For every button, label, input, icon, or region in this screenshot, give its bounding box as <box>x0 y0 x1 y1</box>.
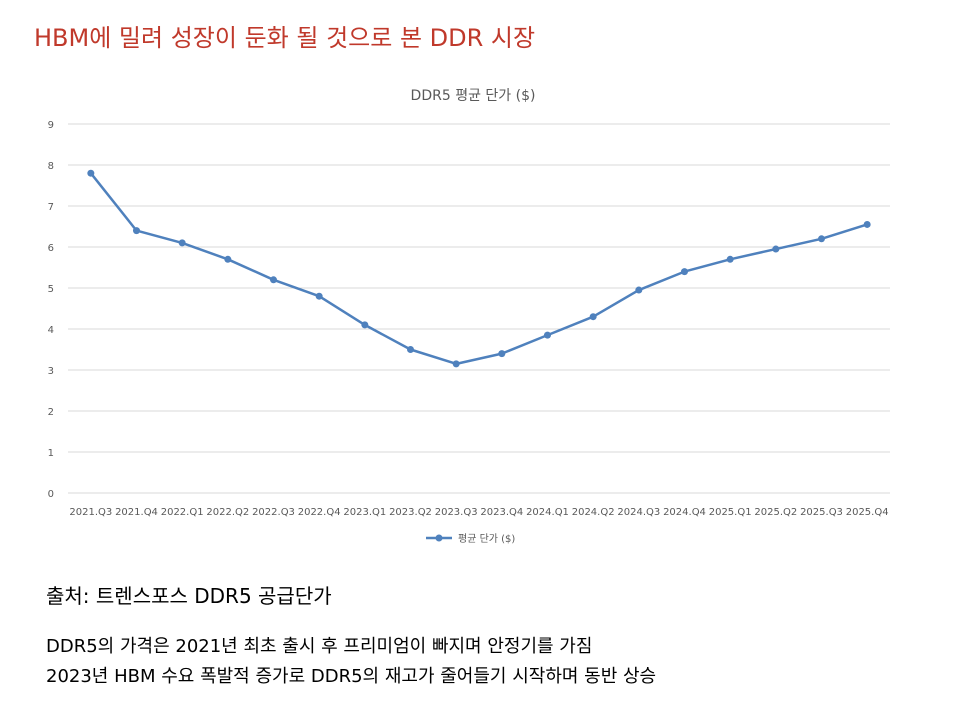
source-text: 출처: 트렌스포스 DDR5 공급단가 <box>46 584 332 608</box>
data-point <box>726 255 734 263</box>
data-point <box>224 255 232 263</box>
data-point <box>270 276 277 284</box>
legend: 평균 단가 ($) <box>426 533 515 545</box>
line-chart: DDR5 평균 단가 ($) 0 1 2 3 4 5 6 7 8 9 2021.Q3 2021.Q4… <box>0 70 960 560</box>
x-tick-label: 2023.Q4 <box>480 507 523 518</box>
series-line <box>89 172 868 366</box>
x-tick-label: 2022.Q3 <box>252 507 295 518</box>
x-tick-label: 2025.Q1 <box>709 507 752 518</box>
chart-svg: DDR5 평균 단가 ($) 0 1 2 3 4 5 6 7 8 9 2021.Q3 2021.Q4… <box>48 88 890 545</box>
x-axis-ticks: 2021.Q3 2021.Q4 2022.Q1 2022.Q2 2022.Q3 2022.… <box>69 507 888 518</box>
note-line-1: DDR5의 가격은 2021년 최초 출시 후 프리미엄이 빠지며 안정기를 가… <box>46 636 593 657</box>
data-point <box>544 331 551 339</box>
x-tick-label: 2021.Q4 <box>115 507 158 518</box>
legend-label: 평균 단가 ($) <box>458 533 515 545</box>
data-point <box>772 245 780 253</box>
y-tick-label: 1 <box>48 448 54 459</box>
data-point <box>452 360 460 368</box>
data-point <box>315 292 323 300</box>
slide-title: HBM에 밀려 성장이 둔화 될 것으로 본 DDR 시장 <box>34 24 536 52</box>
x-tick-label: 2023.Q1 <box>343 507 386 518</box>
x-tick-label: 2024.Q2 <box>572 507 615 518</box>
chart-title: DDR5 평균 단가 ($) <box>411 88 536 104</box>
y-tick-label: 7 <box>48 202 54 213</box>
data-point <box>681 268 688 276</box>
x-tick-label: 2023.Q3 <box>435 507 478 518</box>
x-tick-label: 2024.Q3 <box>617 507 660 518</box>
y-tick-label: 8 <box>48 161 54 172</box>
data-point <box>498 350 506 358</box>
data-point <box>407 346 414 353</box>
y-tick-label: 9 <box>48 120 54 131</box>
data-point <box>635 286 643 294</box>
data-point <box>178 239 186 247</box>
x-tick-label: 2024.Q4 <box>663 507 706 518</box>
x-tick-label: 2025.Q4 <box>846 507 889 518</box>
y-tick-label: 3 <box>48 366 54 377</box>
x-tick-label: 2022.Q4 <box>298 507 341 518</box>
legend-marker <box>435 534 443 542</box>
x-tick-label: 2025.Q3 <box>800 507 843 518</box>
gridlines <box>68 123 890 494</box>
y-tick-label: 5 <box>48 284 54 295</box>
series-layer <box>87 169 871 368</box>
data-point <box>361 321 369 329</box>
x-tick-label: 2025.Q2 <box>754 507 797 518</box>
y-tick-label: 4 <box>48 325 54 336</box>
data-point <box>818 235 825 243</box>
y-axis-ticks: 0 1 2 3 4 5 6 7 8 9 <box>48 120 54 500</box>
y-tick-label: 0 <box>48 489 54 500</box>
x-tick-label: 2022.Q2 <box>206 507 249 518</box>
y-tick-label: 2 <box>48 407 54 418</box>
x-tick-label: 2022.Q1 <box>161 507 204 518</box>
data-point <box>133 227 140 235</box>
notes: DDR5의 가격은 2021년 최초 출시 후 프리미엄이 빠지며 안정기를 가… <box>46 632 656 692</box>
data-point <box>87 169 95 177</box>
x-tick-label: 2023.Q2 <box>389 507 432 518</box>
note-line-2: 2023년 HBM 수요 폭발적 증가로 DDR5의 재고가 줄어들기 시작하며… <box>46 666 657 687</box>
data-point <box>589 313 597 321</box>
x-tick-label: 2024.Q1 <box>526 507 569 518</box>
x-tick-label: 2021.Q3 <box>69 507 112 518</box>
y-tick-label: 6 <box>48 243 54 254</box>
data-point <box>863 220 871 228</box>
